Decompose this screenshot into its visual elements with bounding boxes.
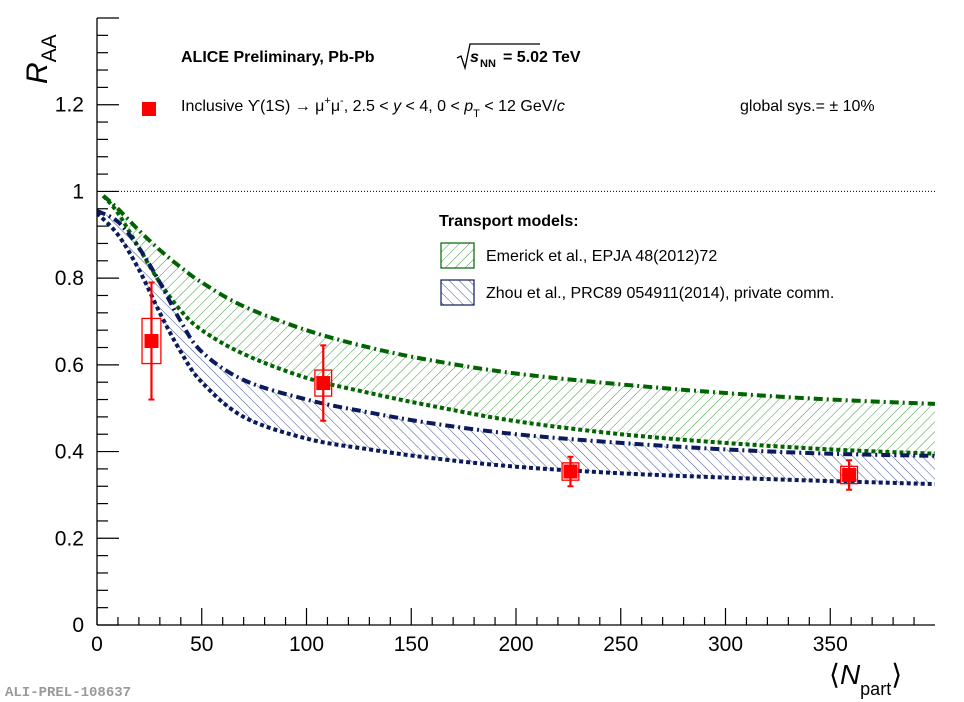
legend-data-label: Inclusive ϒ(1S) → μ+μ-, 2.5 < y < 4, 0 <…	[181, 95, 565, 120]
data-marker	[842, 467, 857, 482]
data-point	[840, 459, 859, 491]
energy-label: s NN = 5.02 TeV	[456, 43, 581, 71]
legend-swatch-emerick	[440, 242, 475, 269]
chart-title: ALICE Preliminary, Pb-Pb	[181, 49, 375, 66]
y-tick-label: 1	[72, 180, 84, 203]
legend-item-emerick: Emerick et al., EPJA 48(2012)72	[440, 242, 717, 269]
legend-swatch-zhou	[440, 279, 475, 306]
data-point	[314, 344, 333, 422]
energy-symbol: s	[470, 49, 479, 66]
data-point	[561, 455, 580, 488]
y-tick-label: 0.2	[55, 527, 84, 550]
model-curve-emerick-upper	[101, 194, 935, 406]
x-tick-label: 150	[394, 633, 429, 656]
data-point	[141, 281, 162, 401]
legend-global-sys: global sys.= ± 10%	[740, 98, 875, 115]
legend-label-zhou: Zhou et al., PRC89 054911(2014), private…	[486, 285, 834, 302]
x-tick-label: 50	[190, 633, 213, 656]
data-marker	[316, 376, 331, 391]
data-marker	[563, 464, 578, 479]
y-tick-label: 0.8	[55, 267, 84, 290]
data-marker	[144, 334, 159, 349]
x-tick-label: 300	[708, 633, 743, 656]
data-points	[141, 281, 859, 491]
x-tick-label: 100	[289, 633, 324, 656]
y-tick-label: 0.4	[55, 441, 85, 464]
legend-models-title: Transport models:	[439, 213, 579, 230]
y-ticks: 0 0.2 0.4 0.6 0.8 1 1.2	[55, 17, 119, 637]
energy-subscript: NN	[480, 58, 496, 70]
x-tick-label: 350	[813, 633, 848, 656]
legend-item-zhou: Zhou et al., PRC89 054911(2014), private…	[440, 279, 834, 306]
x-axis-label: ⟨Npart⟩	[829, 659, 902, 699]
y-axis-label: RAA	[21, 34, 61, 84]
model-curve-emerick-lower	[101, 194, 935, 456]
x-ticks: 0 50 100 150 200 250 300 350	[91, 608, 915, 656]
y-tick-label: 1.2	[55, 94, 84, 117]
energy-value: = 5.02 TeV	[503, 49, 581, 66]
preprint-id: ALI-PREL-108637	[5, 685, 131, 701]
model-curve-zhou-upper	[97, 209, 935, 458]
x-tick-label: 200	[498, 633, 533, 656]
legend-label-emerick: Emerick et al., EPJA 48(2012)72	[486, 248, 717, 265]
y-tick-label: 0.6	[55, 354, 84, 377]
legend-marker-data	[142, 102, 156, 116]
model-band-zhou	[97, 210, 935, 485]
y-tick-label: 0	[72, 614, 84, 637]
model-band-emerick	[103, 195, 935, 454]
x-tick-label: 0	[91, 633, 103, 656]
x-tick-label: 250	[603, 633, 638, 656]
